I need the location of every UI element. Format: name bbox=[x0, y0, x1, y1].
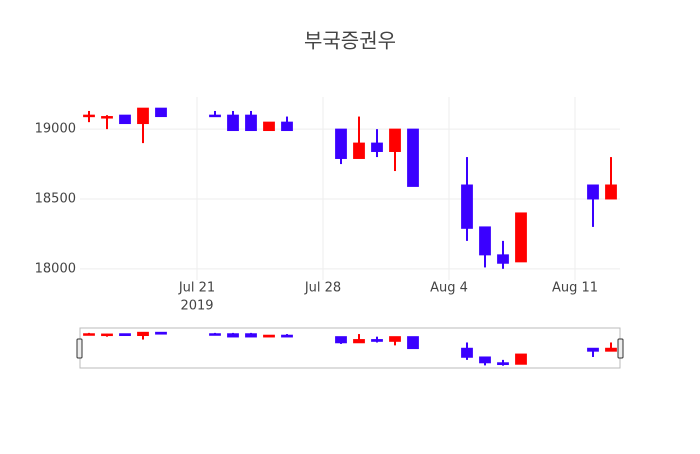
candle-body-mini bbox=[407, 336, 419, 350]
candle-body bbox=[353, 142, 365, 159]
candle-body bbox=[101, 116, 113, 119]
candle-body bbox=[335, 128, 347, 159]
slider-handle[interactable] bbox=[76, 338, 83, 359]
candle-body bbox=[605, 184, 617, 200]
x-tick-year: 2019 bbox=[180, 299, 213, 314]
candle-body bbox=[227, 114, 239, 132]
candle-body-mini bbox=[335, 336, 347, 344]
y-tick-label: 19000 bbox=[35, 122, 76, 137]
slider-handle[interactable] bbox=[617, 338, 624, 359]
candle-body bbox=[389, 128, 401, 152]
candle-body bbox=[371, 142, 383, 152]
candle-body-mini bbox=[605, 347, 617, 352]
candle-body bbox=[587, 184, 599, 200]
candle-body bbox=[497, 254, 509, 264]
candle-body bbox=[119, 114, 131, 125]
candle-body-mini bbox=[245, 333, 257, 338]
candle-body-mini bbox=[515, 353, 527, 365]
candle-body bbox=[83, 114, 95, 118]
candle-body-mini bbox=[83, 333, 95, 336]
candle-body bbox=[263, 121, 275, 132]
candle-body-mini bbox=[497, 362, 509, 366]
candle-body bbox=[515, 212, 527, 263]
y-tick-label: 18000 bbox=[35, 261, 76, 276]
candle-body bbox=[245, 114, 257, 132]
candle-body-mini bbox=[281, 334, 293, 338]
range-slider[interactable] bbox=[79, 327, 621, 369]
candle-body bbox=[155, 107, 167, 118]
candle-body-mini bbox=[137, 331, 149, 337]
candle-body-mini bbox=[371, 339, 383, 342]
candle-body bbox=[479, 226, 491, 256]
candle-body-mini bbox=[461, 347, 473, 358]
y-tick-label: 18500 bbox=[35, 191, 76, 206]
candle-body bbox=[407, 128, 419, 187]
x-tick-label: Aug 4 bbox=[430, 281, 468, 296]
x-tick-label: Aug 11 bbox=[552, 281, 598, 296]
candle-body-mini bbox=[101, 333, 113, 337]
candle-body bbox=[137, 107, 149, 125]
candle-body-mini bbox=[389, 336, 401, 342]
candle-body-mini bbox=[209, 333, 221, 336]
x-tick-label: Jul 28 bbox=[304, 281, 341, 296]
candle-body-mini bbox=[155, 331, 167, 335]
candle-body bbox=[461, 184, 473, 229]
candle-body-mini bbox=[263, 334, 275, 338]
candle-body bbox=[281, 121, 293, 132]
candle-body-mini bbox=[353, 339, 365, 344]
candle-body-mini bbox=[119, 333, 131, 337]
chart-title: 부국증권우 bbox=[304, 29, 396, 53]
candle-body-mini bbox=[587, 347, 599, 352]
x-tick-label: Jul 21 bbox=[178, 281, 215, 296]
candle-body-mini bbox=[479, 356, 491, 364]
candle-body-mini bbox=[227, 333, 239, 338]
candle-body bbox=[209, 114, 221, 118]
